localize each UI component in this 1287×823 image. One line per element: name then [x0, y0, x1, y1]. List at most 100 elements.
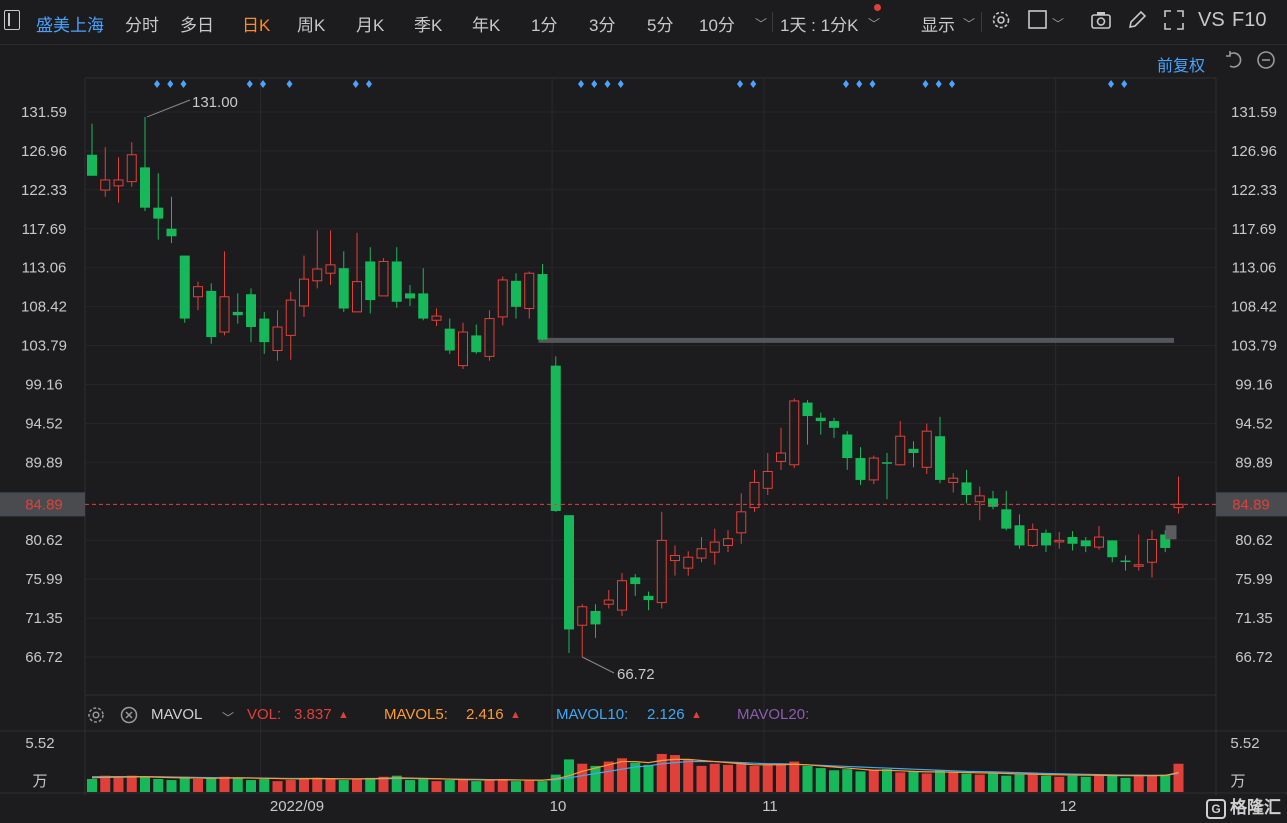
volume-bar — [1120, 777, 1131, 792]
volume-bar — [259, 778, 270, 792]
display-menu[interactable]: 显示 — [921, 16, 955, 35]
volume-bar — [100, 775, 111, 792]
f10-button[interactable]: F10 — [1232, 9, 1267, 31]
candle-body-up — [1027, 528, 1038, 546]
volume-bars — [87, 753, 1184, 792]
volume-bar — [524, 780, 535, 792]
event-marker-icon — [1121, 80, 1128, 88]
volume-bar — [1160, 774, 1171, 792]
price-tick-label: 66.72 — [1235, 649, 1273, 666]
candle-body-down — [444, 328, 455, 351]
current-price-label-right: 84.89 — [1232, 496, 1270, 513]
price-tick-label: 126.96 — [1231, 143, 1277, 160]
tab-3min[interactable]: 3分 — [589, 16, 616, 35]
volume-axis: 5.52 万 5.52 万 — [25, 735, 1259, 790]
tab-weekly-k[interactable]: 周K — [297, 16, 326, 35]
tab-daily-k[interactable]: 日K — [242, 16, 271, 35]
candle-body-up — [921, 430, 932, 468]
stock-name[interactable]: 盛美上海 — [36, 16, 104, 35]
period-more-chevron-icon[interactable]: ﹀ — [755, 17, 768, 31]
price-tick-label: 80.62 — [25, 532, 63, 549]
mavol10-value: 2.126 — [647, 706, 685, 723]
event-marker-icon — [1108, 80, 1114, 88]
tab-multiday[interactable]: 多日 — [180, 16, 214, 35]
volume-bar — [974, 774, 985, 792]
tab-10min[interactable]: 10分 — [699, 16, 735, 35]
volume-bar — [603, 761, 614, 792]
volume-bar — [815, 768, 826, 792]
price-tick-label: 80.62 — [1235, 532, 1273, 549]
current-price-label-left: 84.89 — [25, 496, 63, 513]
price-tick-label: 122.33 — [21, 182, 67, 199]
interval-select[interactable]: 1天 : 1分K — [780, 16, 859, 35]
indicator-close-icon[interactable] — [119, 705, 139, 725]
candle-body-down — [206, 290, 217, 338]
volume-bar — [219, 776, 230, 792]
vs-button[interactable]: VS — [1198, 9, 1225, 31]
display-chevron-icon[interactable]: ﹀ — [963, 17, 976, 31]
tab-1min[interactable]: 1分 — [531, 16, 558, 35]
mavol5-label: MAVOL5: — [384, 706, 448, 723]
volume-bar — [511, 781, 521, 792]
volume-bar — [842, 769, 853, 792]
price-tick-label: 117.69 — [1232, 221, 1277, 238]
event-marker-icon — [843, 80, 849, 88]
sidebar-toggle-icon[interactable] — [4, 10, 20, 30]
candle-body-up — [431, 315, 442, 321]
settings-gear-icon[interactable] — [990, 9, 1012, 31]
candles — [87, 116, 1184, 657]
candle-body-down — [630, 577, 641, 585]
volume-bar — [855, 771, 866, 792]
candle-body-up — [670, 555, 680, 562]
candle-body-down — [1160, 534, 1171, 548]
brand-logo: G 格隆汇 — [1206, 793, 1281, 819]
candle-body-down — [365, 261, 376, 301]
candle-body-up — [696, 548, 707, 559]
volume-bar — [617, 758, 627, 792]
tab-monthly-k[interactable]: 月K — [356, 16, 385, 35]
candle-body-up — [895, 435, 906, 466]
high-leader-line — [146, 99, 191, 118]
tab-5min[interactable]: 5分 — [647, 16, 674, 35]
volume-bar — [908, 771, 919, 792]
indicator-name[interactable]: MAVOL — [151, 706, 203, 723]
mavol10-up-arrow-icon: ▲ — [691, 709, 702, 721]
pencil-icon[interactable] — [1126, 9, 1148, 31]
volume-bar — [325, 778, 336, 792]
tab-yearly-k[interactable]: 年K — [472, 16, 501, 35]
collapse-icon[interactable] — [1256, 50, 1276, 70]
camera-icon[interactable] — [1090, 9, 1112, 31]
volume-bar — [444, 780, 455, 792]
tab-quarterly-k[interactable]: 季K — [414, 16, 443, 35]
candle-body-down — [882, 462, 892, 464]
volume-bar — [1014, 774, 1025, 792]
indicator-chevron-icon[interactable]: ﹀ — [222, 711, 235, 725]
adjust-mode-button[interactable]: 前复权 — [1156, 58, 1205, 75]
volume-bar — [338, 780, 349, 792]
undo-icon[interactable] — [1224, 50, 1244, 70]
rectangle-icon[interactable] — [1027, 9, 1049, 31]
volume-bar — [193, 778, 203, 792]
volume-bar — [299, 778, 309, 792]
candle-body-down — [391, 261, 402, 302]
price-tick-label: 94.52 — [25, 415, 63, 432]
volume-bar — [550, 774, 561, 792]
candle-body-up — [312, 268, 323, 282]
volume-axis-unit-right: 万 — [1230, 773, 1245, 790]
rectangle-chevron-icon[interactable]: ﹀ — [1052, 17, 1065, 31]
volume-bar — [961, 773, 972, 792]
volume-bar — [1133, 774, 1144, 792]
volume-bar — [577, 763, 588, 792]
candle-body-down — [988, 498, 998, 507]
price-tick-label: 122.33 — [1231, 182, 1277, 199]
tab-intraday[interactable]: 分时 — [125, 16, 159, 35]
event-marker-icon — [352, 80, 359, 88]
interval-chevron-icon[interactable]: ﹀ — [868, 17, 881, 31]
volume-bar — [709, 763, 720, 792]
fullscreen-icon[interactable] — [1163, 9, 1185, 31]
indicator-settings-icon[interactable] — [86, 705, 106, 725]
volume-bar — [206, 777, 217, 792]
candle-body-down — [246, 294, 256, 327]
candle-body-up — [603, 599, 614, 605]
candle-body-down — [232, 311, 243, 316]
